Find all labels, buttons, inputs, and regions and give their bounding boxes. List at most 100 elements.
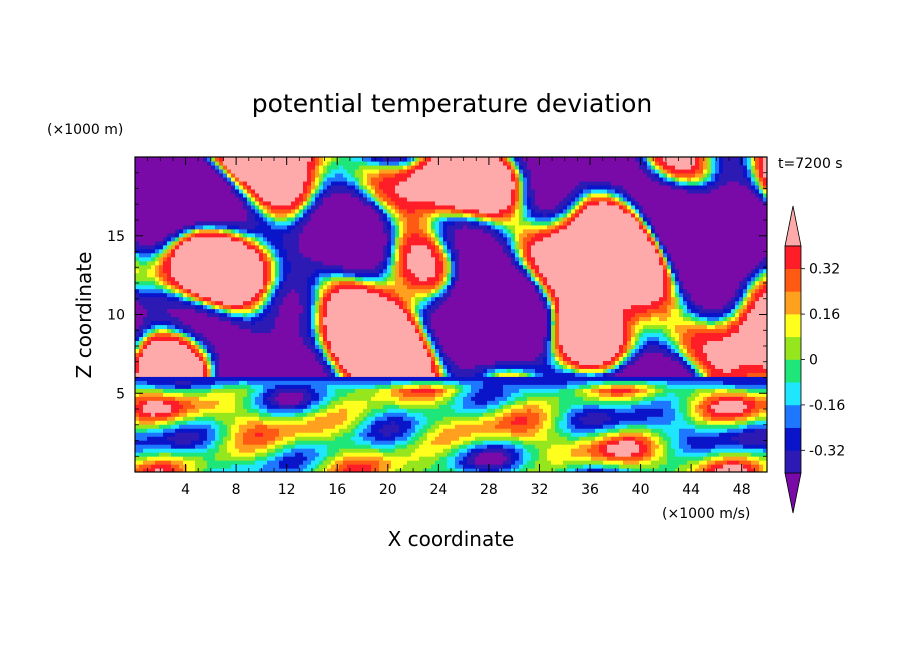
field-cell — [699, 424, 704, 429]
field-cell — [743, 404, 748, 409]
field-cell — [631, 388, 636, 393]
field-cell — [403, 376, 408, 381]
field-cell — [527, 392, 532, 397]
field-cell — [759, 416, 764, 421]
field-cell — [331, 460, 336, 465]
field-cell — [407, 468, 412, 472]
field-cell — [519, 368, 524, 373]
field-cell — [635, 348, 640, 353]
field-cell — [327, 440, 332, 445]
field-cell — [319, 436, 324, 441]
field-cell — [559, 444, 564, 449]
field-cell — [691, 356, 696, 361]
field-cell — [347, 420, 352, 425]
field-cell — [475, 440, 480, 445]
field-cell — [443, 360, 448, 365]
field-cell — [223, 404, 228, 409]
field-cell — [663, 424, 668, 429]
field-cell — [619, 368, 624, 373]
field-cell — [459, 380, 464, 385]
field-cell — [147, 348, 152, 353]
field-cell — [671, 456, 676, 461]
field-cell — [283, 424, 288, 429]
field-cell — [643, 460, 648, 465]
field-cell — [167, 460, 172, 465]
field-cell — [319, 432, 324, 437]
field-cell — [719, 428, 724, 433]
field-cell — [615, 452, 620, 457]
field-cell — [331, 428, 336, 433]
field-cell — [463, 448, 468, 453]
field-cell — [543, 356, 548, 361]
field-cell — [347, 364, 352, 369]
field-cell — [443, 404, 448, 409]
field-cell — [291, 464, 296, 469]
field-cell — [683, 456, 688, 461]
field-cell — [679, 404, 684, 409]
field-cell — [251, 352, 256, 357]
field-cell — [371, 428, 376, 433]
field-cell — [255, 368, 260, 373]
field-cell — [495, 416, 500, 421]
field-cell — [435, 452, 440, 457]
field-cell — [715, 376, 720, 381]
field-cell — [439, 452, 444, 457]
field-cell — [599, 368, 604, 373]
field-cell — [219, 424, 224, 429]
field-cell — [715, 404, 720, 409]
field-cell — [671, 404, 676, 409]
field-cell — [371, 368, 376, 373]
field-cell — [419, 448, 424, 453]
field-cell — [263, 436, 268, 441]
field-cell — [187, 436, 192, 441]
field-cell — [283, 432, 288, 437]
field-cell — [683, 468, 688, 472]
field-cell — [271, 348, 276, 353]
field-cell — [467, 404, 472, 409]
field-cell — [219, 372, 224, 377]
field-cell — [155, 416, 160, 421]
field-cell — [275, 348, 280, 353]
field-cell — [519, 460, 524, 465]
field-cell — [687, 396, 692, 401]
field-cell — [439, 344, 444, 349]
field-cell — [679, 416, 684, 421]
field-cell — [763, 404, 767, 409]
field-cell — [255, 412, 260, 417]
field-cell — [535, 416, 540, 421]
field-cell — [343, 344, 348, 349]
field-cell — [539, 412, 544, 417]
field-cell — [335, 408, 340, 413]
field-cell — [411, 388, 416, 393]
field-cell — [191, 404, 196, 409]
field-cell — [307, 420, 312, 425]
field-cell — [243, 344, 248, 349]
field-cell — [319, 344, 324, 349]
field-cell — [447, 380, 452, 385]
field-cell — [671, 356, 676, 361]
field-cell — [559, 436, 564, 441]
field-cell — [419, 344, 424, 349]
field-cell — [747, 456, 752, 461]
field-cell — [555, 432, 560, 437]
field-cell — [411, 404, 416, 409]
field-cell — [239, 392, 244, 397]
field-cell — [171, 404, 176, 409]
field-cell — [367, 428, 372, 433]
field-cell — [363, 468, 368, 472]
field-cell — [179, 396, 184, 401]
field-cell — [207, 424, 212, 429]
field-cell — [655, 468, 660, 472]
field-cell — [263, 432, 268, 437]
field-cell — [483, 360, 488, 365]
field-cell — [479, 424, 484, 429]
field-cell — [263, 440, 268, 445]
field-cell — [751, 384, 756, 389]
field-cell — [523, 448, 528, 453]
field-cell — [239, 444, 244, 449]
field-cell — [239, 372, 244, 377]
field-cell — [143, 448, 148, 453]
field-cell — [591, 436, 596, 441]
field-cell — [591, 364, 596, 369]
field-cell — [735, 444, 740, 449]
